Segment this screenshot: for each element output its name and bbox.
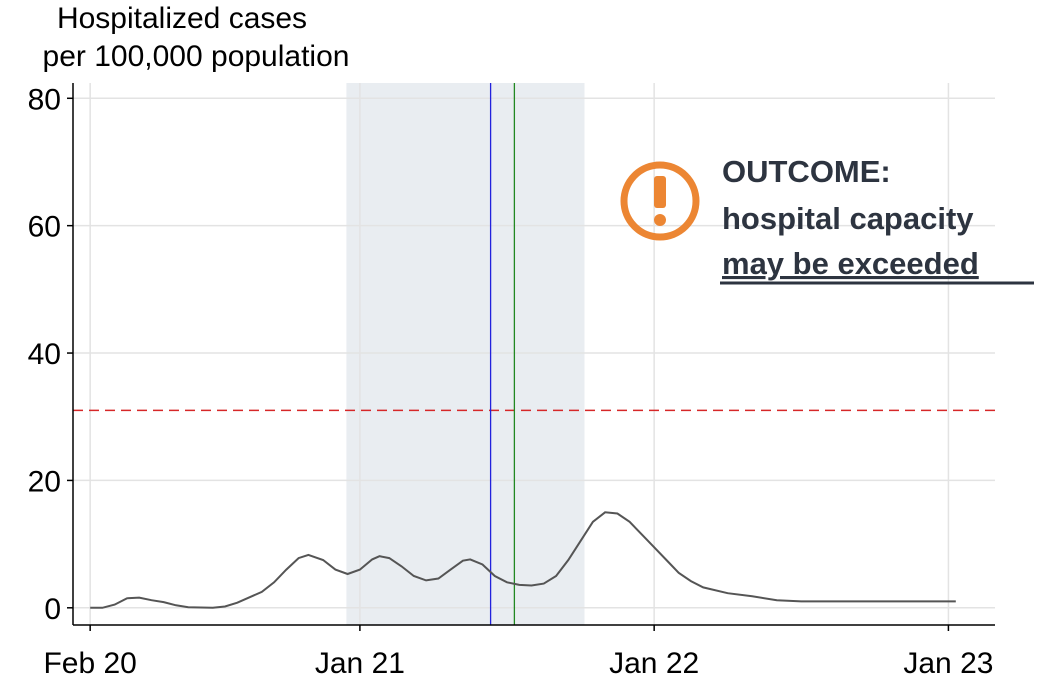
y-tick-label: 60	[28, 211, 61, 244]
annotation: hospital capacity	[722, 201, 974, 236]
y-axis-title: per 100,000 population	[43, 40, 350, 73]
y-tick-label: 0	[44, 593, 61, 626]
y-tick-label: 80	[28, 83, 61, 116]
x-tick-label: Jan 23	[903, 647, 993, 680]
shaded-region	[346, 83, 585, 625]
plot-area: 0 20 40 60 80 Feb 20 Jan 21 Jan 22 Jan 23	[28, 83, 995, 680]
warning-icon	[620, 161, 700, 241]
x-tick-label: Feb 20	[43, 647, 136, 680]
annotation: may be exceeded	[722, 246, 979, 281]
x-tick-label: Jan 22	[609, 647, 699, 680]
x-tick-label: Jan 21	[315, 647, 405, 680]
y-tick-label: 40	[28, 338, 61, 371]
y-axis-title: Hospitalized cases	[57, 2, 307, 35]
annotation: OUTCOME:	[722, 154, 891, 189]
y-tick-label: 20	[28, 465, 61, 498]
median-line	[90, 511, 956, 609]
